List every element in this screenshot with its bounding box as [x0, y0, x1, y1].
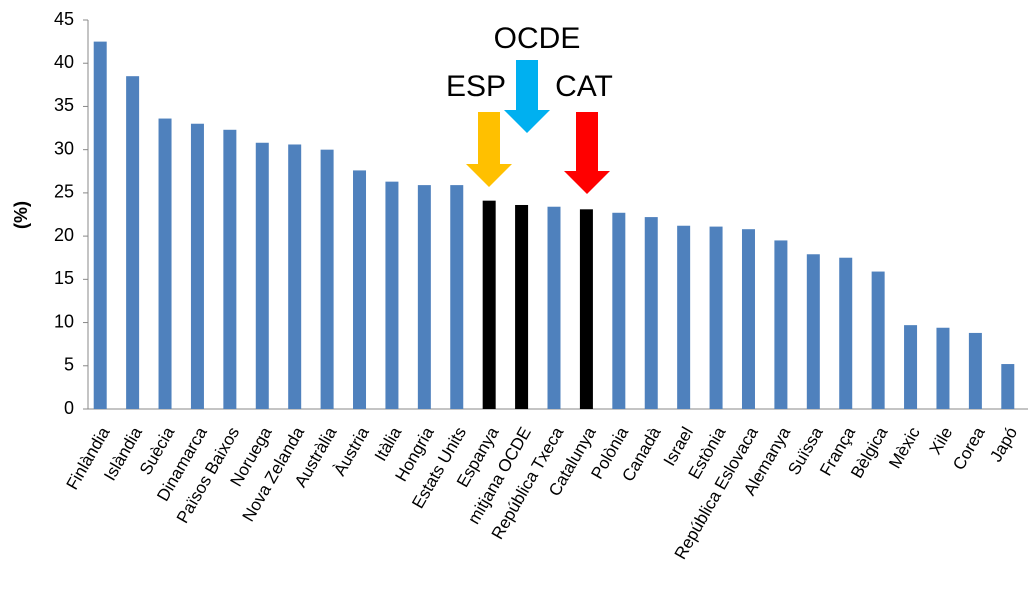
bar: [288, 144, 302, 410]
bar: [612, 212, 626, 409]
bar: [385, 181, 399, 409]
bar: [547, 206, 561, 409]
y-tick-label: 5: [64, 355, 74, 375]
bar: [255, 142, 269, 410]
bar: [709, 226, 723, 409]
bar: [968, 332, 982, 409]
annotation-arrow: [504, 60, 550, 133]
x-tick-label: Japó: [986, 424, 1021, 465]
bar: [677, 225, 691, 409]
x-tick-label: Finlàndia: [63, 423, 114, 493]
bar: [417, 185, 431, 409]
x-tick-label: Xile: [926, 424, 957, 458]
annotation-arrow: [466, 112, 512, 187]
y-tick-label: 10: [54, 311, 74, 331]
bar: [223, 129, 237, 410]
y-tick-label: 20: [54, 225, 74, 245]
bar: [515, 204, 529, 409]
y-tick-label: 35: [54, 95, 74, 115]
y-tick-label: 45: [54, 9, 74, 29]
bar: [320, 149, 334, 409]
bar: [904, 325, 918, 409]
bar: [741, 229, 755, 409]
bar: [644, 217, 658, 409]
bar: [93, 41, 107, 409]
annotation-text: OCDE: [494, 22, 581, 55]
x-tick-label: Corea: [949, 423, 989, 473]
annotation-text: ESP: [446, 70, 506, 103]
bar: [936, 327, 950, 409]
bar: [482, 200, 496, 409]
bar: [579, 209, 593, 409]
annotation-arrow: [564, 112, 610, 194]
bar: [871, 271, 885, 409]
bar: [158, 118, 172, 410]
x-tick-label: Mèxic: [885, 423, 924, 471]
y-axis-label: (%): [11, 201, 31, 229]
bar: [126, 76, 140, 409]
bar: [190, 123, 204, 409]
bar: [1001, 364, 1015, 409]
bar: [806, 254, 820, 409]
bar: [353, 170, 367, 409]
annotation-text: CAT: [555, 70, 613, 103]
bar: [774, 240, 788, 409]
y-tick-label: 30: [54, 138, 74, 158]
y-tick-label: 15: [54, 268, 74, 288]
y-tick-label: 25: [54, 182, 74, 202]
bar: [450, 185, 464, 409]
y-tick-label: 40: [54, 52, 74, 72]
bar: [839, 257, 853, 409]
y-tick-label: 0: [64, 398, 74, 418]
